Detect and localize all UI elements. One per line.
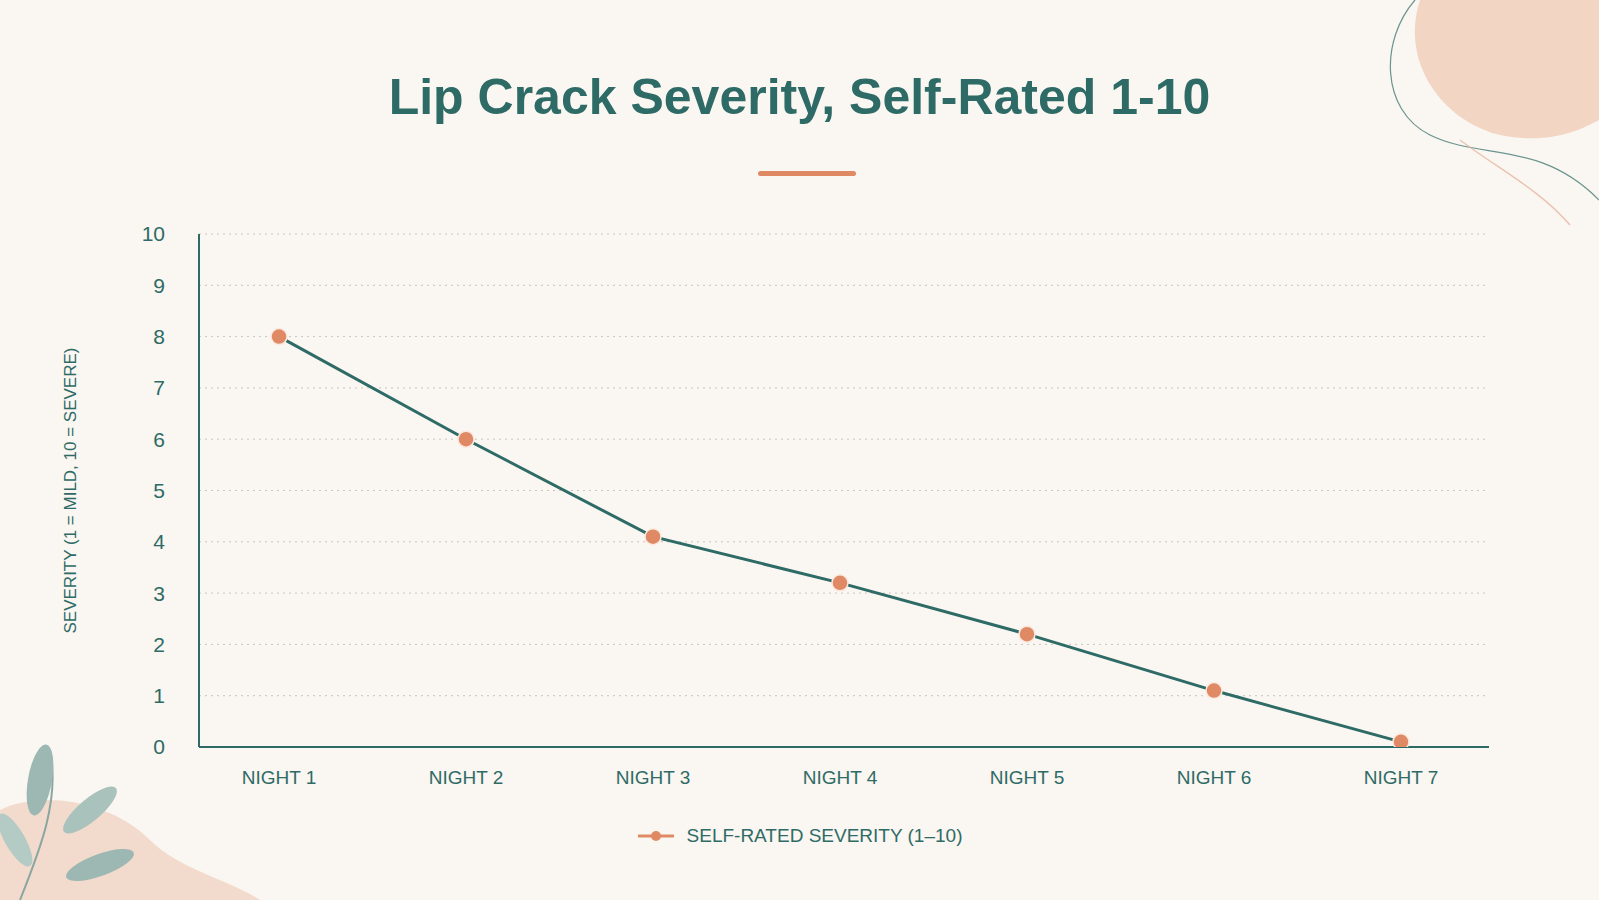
svg-text:NIGHT 3: NIGHT 3	[616, 767, 691, 788]
svg-text:NIGHT 6: NIGHT 6	[1177, 767, 1252, 788]
svg-text:8: 8	[153, 325, 165, 348]
svg-text:5: 5	[153, 479, 165, 502]
svg-text:2: 2	[153, 633, 165, 656]
svg-text:NIGHT 4: NIGHT 4	[803, 767, 878, 788]
svg-text:1: 1	[153, 684, 165, 707]
svg-text:7: 7	[153, 376, 165, 399]
svg-text:4: 4	[153, 530, 165, 553]
svg-text:9: 9	[153, 274, 165, 297]
svg-text:NIGHT 1: NIGHT 1	[242, 767, 317, 788]
html-text:SELF-RATED SEVERITY (1–10): SELF-RATED SEVERITY (1–10)	[686, 825, 963, 846]
svg-text:NIGHT 7: NIGHT 7	[1364, 767, 1439, 788]
svg-text:3: 3	[153, 582, 165, 605]
html-text:Lip Crack Severity, Self-Rated: Lip Crack Severity, Self-Rated 1-10	[388, 69, 1211, 125]
svg-text:6: 6	[153, 428, 165, 451]
svg-text:10: 10	[142, 222, 165, 245]
svg-text:0: 0	[153, 735, 165, 758]
svg-text:NIGHT 2: NIGHT 2	[429, 767, 504, 788]
svg-text:SEVERITY (1 = MILD, 10 = SEVER: SEVERITY (1 = MILD, 10 = SEVERE)	[61, 348, 80, 634]
svg-text:NIGHT 5: NIGHT 5	[990, 767, 1065, 788]
